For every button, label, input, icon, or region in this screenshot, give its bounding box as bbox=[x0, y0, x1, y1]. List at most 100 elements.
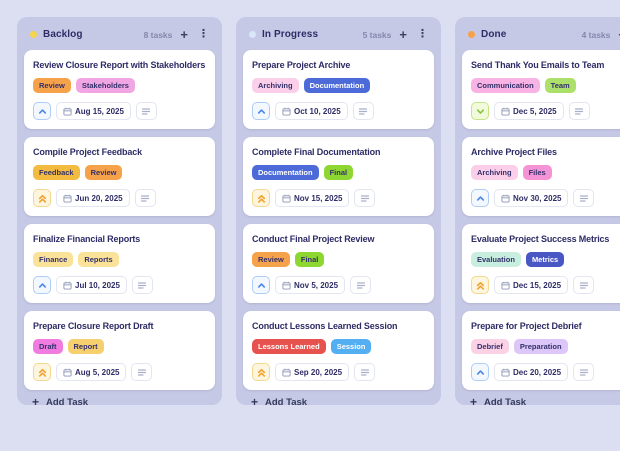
card-meta-row: Aug 15, 2025 bbox=[33, 102, 206, 120]
calendar-icon bbox=[282, 368, 291, 377]
calendar-icon bbox=[282, 107, 291, 116]
add-task-label: Add Task bbox=[265, 396, 308, 408]
chevron-up-icon bbox=[476, 281, 484, 290]
due-date-chip: Sep 20, 2025 bbox=[275, 363, 350, 381]
task-card[interactable]: Archive Project Files Archiving Files Nov… bbox=[462, 137, 620, 216]
add-task-button[interactable]: + Add Task bbox=[24, 390, 215, 410]
due-date-chip: Jul 10, 2025 bbox=[56, 276, 127, 294]
due-date: Jun 20, 2025 bbox=[75, 193, 123, 203]
tag-list: Lessons Learned Session bbox=[252, 339, 425, 354]
card-meta-row: Jun 20, 2025 bbox=[33, 189, 206, 207]
due-date-chip: Aug 15, 2025 bbox=[56, 102, 131, 120]
tag-badge: Archiving bbox=[471, 165, 518, 180]
description-lines-icon bbox=[579, 194, 589, 202]
task-card[interactable]: Compile Project Feedback Feedback Review … bbox=[24, 137, 215, 216]
priority-high-icon bbox=[252, 102, 270, 120]
task-title: Conduct Lessons Learned Session bbox=[252, 321, 398, 331]
column-status-dot bbox=[30, 31, 37, 38]
column-title: Backlog bbox=[43, 29, 83, 40]
chevron-up-icon bbox=[476, 195, 484, 201]
description-chip bbox=[354, 363, 376, 381]
due-date-chip: Oct 10, 2025 bbox=[275, 102, 348, 120]
description-chip bbox=[573, 189, 595, 207]
column-menu-icon[interactable]: ⋮ bbox=[417, 28, 428, 40]
task-card[interactable]: Prepare for Project Debrief Debrief Prepa… bbox=[462, 311, 620, 390]
add-task-label: Add Task bbox=[46, 396, 89, 408]
due-date-chip: Nov 15, 2025 bbox=[275, 189, 350, 207]
card-list: Send Thank You Emails to Team Communicat… bbox=[462, 50, 620, 390]
tag-badge: Documentation bbox=[252, 165, 319, 180]
task-title: Prepare Closure Report Draft bbox=[33, 321, 154, 331]
column-add-icon[interactable]: + bbox=[616, 28, 620, 41]
task-card[interactable]: Prepare Closure Report Draft Draft Report… bbox=[24, 311, 215, 390]
tag-badge: Finance bbox=[33, 252, 74, 267]
card-meta-row: Nov 15, 2025 bbox=[252, 189, 425, 207]
tag-list: Finance Reports bbox=[33, 252, 206, 267]
due-date: Dec 5, 2025 bbox=[513, 106, 557, 116]
task-card[interactable]: Finalize Financial Reports Finance Report… bbox=[24, 224, 215, 303]
calendar-icon bbox=[63, 194, 72, 203]
add-task-button[interactable]: + Add Task bbox=[243, 390, 434, 410]
chevron-up-icon bbox=[38, 194, 46, 203]
task-title: Send Thank You Emails to Team bbox=[471, 60, 605, 70]
description-lines-icon bbox=[356, 281, 365, 289]
chevron-up-icon bbox=[38, 108, 46, 114]
task-card[interactable]: Evaluate Project Success Metrics Evaluat… bbox=[462, 224, 620, 303]
kanban-column-done: Done 4 tasks + ⋮ Send Thank You Emails t… bbox=[455, 17, 620, 408]
due-date: Nov 5, 2025 bbox=[294, 280, 339, 290]
plus-icon: + bbox=[470, 395, 478, 409]
task-card[interactable]: Complete Final Documentation Documentati… bbox=[243, 137, 434, 216]
description-chip bbox=[573, 363, 595, 381]
tag-badge: Metrics bbox=[525, 252, 565, 267]
plus-icon: + bbox=[32, 395, 40, 409]
calendar-icon bbox=[63, 107, 72, 116]
priority-high-icon bbox=[471, 189, 489, 207]
priority-urgent-icon bbox=[471, 276, 489, 294]
card-meta-row: Nov 30, 2025 bbox=[471, 189, 620, 207]
task-card[interactable]: Prepare Project Archive Archiving Documen… bbox=[243, 50, 434, 129]
description-chip bbox=[573, 276, 595, 294]
due-date: Sep 20, 2025 bbox=[294, 367, 343, 377]
description-chip bbox=[352, 102, 374, 120]
task-title: Prepare for Project Debrief bbox=[471, 321, 582, 331]
tag-badge: Files bbox=[522, 165, 552, 180]
column-menu-icon[interactable]: ⋮ bbox=[198, 28, 209, 40]
task-title: Archive Project Files bbox=[471, 147, 557, 157]
description-chip bbox=[135, 102, 157, 120]
tag-badge: Reports bbox=[78, 252, 119, 267]
add-task-button[interactable]: + Add Task bbox=[462, 390, 620, 410]
calendar-icon bbox=[282, 281, 291, 290]
description-lines-icon bbox=[579, 368, 588, 376]
column-add-icon[interactable]: + bbox=[399, 27, 407, 42]
task-title: Review Closure Report with Stakeholders bbox=[33, 60, 206, 70]
calendar-icon bbox=[501, 107, 510, 116]
description-lines-icon bbox=[142, 107, 151, 115]
tag-badge: Documentation bbox=[303, 78, 371, 93]
task-card[interactable]: Review Closure Report with Stakeholders … bbox=[24, 50, 215, 129]
column-add-icon[interactable]: + bbox=[180, 27, 188, 42]
calendar-icon bbox=[282, 194, 291, 203]
description-lines-icon bbox=[140, 194, 150, 202]
priority-high-icon bbox=[471, 363, 489, 381]
card-meta-row: Nov 5, 2025 bbox=[252, 276, 425, 294]
tag-list: Archiving Files bbox=[471, 165, 620, 180]
task-card[interactable]: Conduct Lessons Learned Session Lessons … bbox=[243, 311, 434, 390]
task-card[interactable]: Send Thank You Emails to Team Communicat… bbox=[462, 50, 620, 129]
description-chip bbox=[354, 189, 376, 207]
card-list: Review Closure Report with Stakeholders … bbox=[24, 50, 215, 390]
card-list: Prepare Project Archive Archiving Documen… bbox=[243, 50, 434, 390]
task-card[interactable]: Conduct Final Project Review Review Final… bbox=[243, 224, 434, 303]
task-title: Conduct Final Project Review bbox=[252, 234, 375, 244]
tag-list: Documentation Final bbox=[252, 165, 425, 180]
add-task-label: Add Task bbox=[484, 396, 527, 408]
tag-badge: Review bbox=[252, 252, 290, 267]
chevron-up-icon bbox=[257, 194, 265, 203]
tag-badge: Review bbox=[33, 78, 71, 93]
due-date: Aug 5, 2025 bbox=[75, 367, 120, 377]
priority-urgent-icon bbox=[252, 189, 270, 207]
column-task-count: 4 tasks bbox=[581, 29, 611, 40]
description-lines-icon bbox=[360, 194, 370, 202]
column-status-dot bbox=[249, 31, 256, 38]
due-date: Aug 15, 2025 bbox=[75, 106, 124, 116]
tag-badge: Communication bbox=[471, 78, 540, 93]
